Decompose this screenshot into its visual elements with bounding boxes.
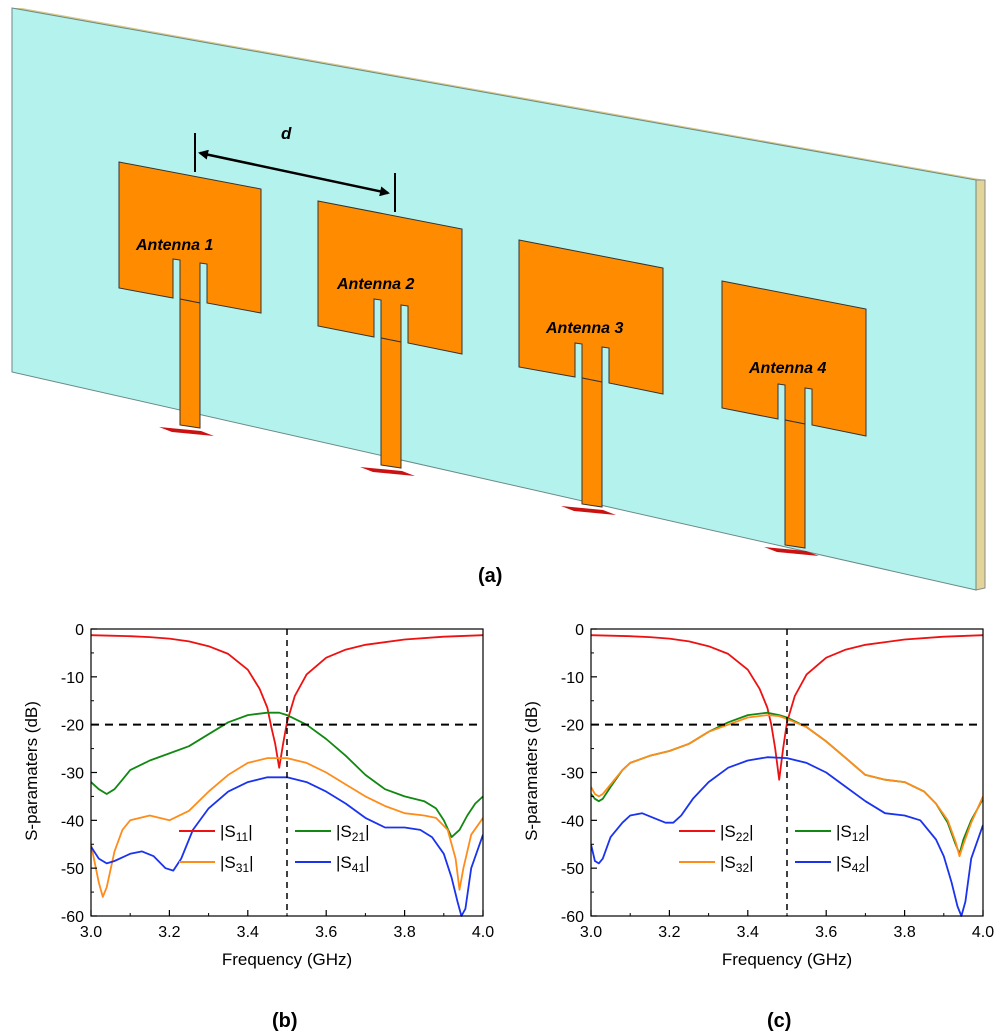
panel-b-xtick-label: 3.4 [237,924,259,941]
panel-c-xtick-label: 3.8 [893,924,915,941]
antenna-1 [118,161,262,436]
antenna-1-label: Antenna 1 [135,237,213,254]
antenna-3 [518,239,664,515]
antenna-4 [721,280,867,556]
panel-c-ticks: 3.0 3.2 3.4 3.6 3.8 4.0 0 -10 -20 -30 -40 -50 -60 [561,622,994,941]
spacing-label: d [281,124,292,143]
antenna-4-label: Antenna 4 [748,360,826,377]
panel-c-legend: |S22| |S12| |S32| |S42| [679,822,870,875]
antenna-2-port [360,467,415,476]
panel-b-legend-label-21: |S21| [336,822,370,844]
panel-b-series [91,634,483,917]
panel-c-xtick-label: 3.2 [658,924,680,941]
panel-b-ticks: 3.0 3.2 3.4 3.6 3.8 4.0 0 -10 -20 -30 -40 -50 -60 [61,622,494,941]
antenna-2 [317,200,463,476]
panel-b-ylabel: S-paramaters (dB) [22,701,41,841]
antenna-4-port [764,547,819,556]
panel-c-ytick-label: 0 [575,622,584,639]
panel-b-series-31 [91,757,483,898]
panel-b-ytick-label: -50 [61,861,84,878]
panel-b-legend-label-11: |S11| [220,822,253,844]
panel-b-xlabel: Frequency (GHz) [222,950,352,969]
panel-b-legend: |S11| |S21| |S31| |S41| [179,822,370,875]
substrate-side-edge [975,179,986,591]
panel-a-illustration: Antenna 1 Antenna 2 Antenna 3 Antenna 4 … [11,7,986,591]
panel-c-legend-label-42: |S42| [836,853,870,875]
panel-c-ylabel: S-paramaters (dB) [522,701,541,841]
panel-c-ytick-label: -30 [561,766,584,783]
panel-c-xtick-label: 4.0 [972,924,994,941]
spacing-arrow [198,149,390,197]
panel-b-xtick-label: 4.0 [472,924,494,941]
antenna-2-feed [380,337,402,469]
antenna-3-label: Antenna 3 [545,320,623,337]
panel-c-ytick-label: -60 [561,909,584,926]
panel-c-label: (c) [767,1010,791,1032]
antenna-3-port [561,506,616,515]
panel-c-series-42 [591,756,983,917]
panel-c-ytick-label: -40 [561,813,584,830]
panel-b-ytick-label: -20 [61,718,84,735]
antenna-1-feed [179,298,201,429]
antenna-1-port [159,427,214,436]
panel-b-series-11 [91,634,483,769]
panel-c-ytick-label: -20 [561,718,584,735]
panel-b-legend-label-31: |S31| [220,853,254,875]
panel-b-xtick-label: 3.2 [158,924,180,941]
panel-c-xtick-label: 3.4 [737,924,759,941]
panel-c-legend-label-32: |S32| [720,853,754,875]
panel-c-ytick-label: -10 [561,670,584,687]
antenna-2-label: Antenna 2 [336,276,414,293]
panel-c-legend-label-22: |S22| [720,822,754,844]
panel-b-ytick-label: -60 [61,909,84,926]
panel-c-series-32 [591,714,983,858]
panel-c-xlabel: Frequency (GHz) [722,950,852,969]
substrate-board [11,7,977,591]
panel-b-ytick-label: -40 [61,813,84,830]
panel-c-series-22 [591,634,983,781]
antenna-4-feed [784,419,806,549]
panel-b-xtick-label: 3.0 [80,924,102,941]
panel-b-ytick-label: -30 [61,766,84,783]
panel-b-xtick-label: 3.8 [393,924,415,941]
panel-b-series-21 [91,711,483,838]
panel-b-xtick-label: 3.6 [315,924,337,941]
panel-b-ytick-label: 0 [75,622,84,639]
panel-c-xtick-label: 3.0 [580,924,602,941]
panel-c-series [591,634,983,917]
panel-c-legend-label-12: |S12| [836,822,870,844]
panel-b-label: (b) [272,1010,298,1032]
panel-c-ytick-label: -50 [561,861,584,878]
antenna-3-feed [581,377,603,508]
panel-a-label: (a) [478,565,502,587]
panel-c-chart: 3.0 3.2 3.4 3.6 3.8 4.0 0 -10 -20 -30 -40 -50 -60 |S… [522,622,994,969]
panel-b-ytick-label: -10 [61,670,84,687]
panel-b-legend-label-41: |S41| [336,853,370,875]
panel-b-chart: 3.0 3.2 3.4 3.6 3.8 4.0 0 -10 -20 -30 -40 -50 -60 |S… [22,622,494,969]
panel-c-xtick-label: 3.6 [815,924,837,941]
